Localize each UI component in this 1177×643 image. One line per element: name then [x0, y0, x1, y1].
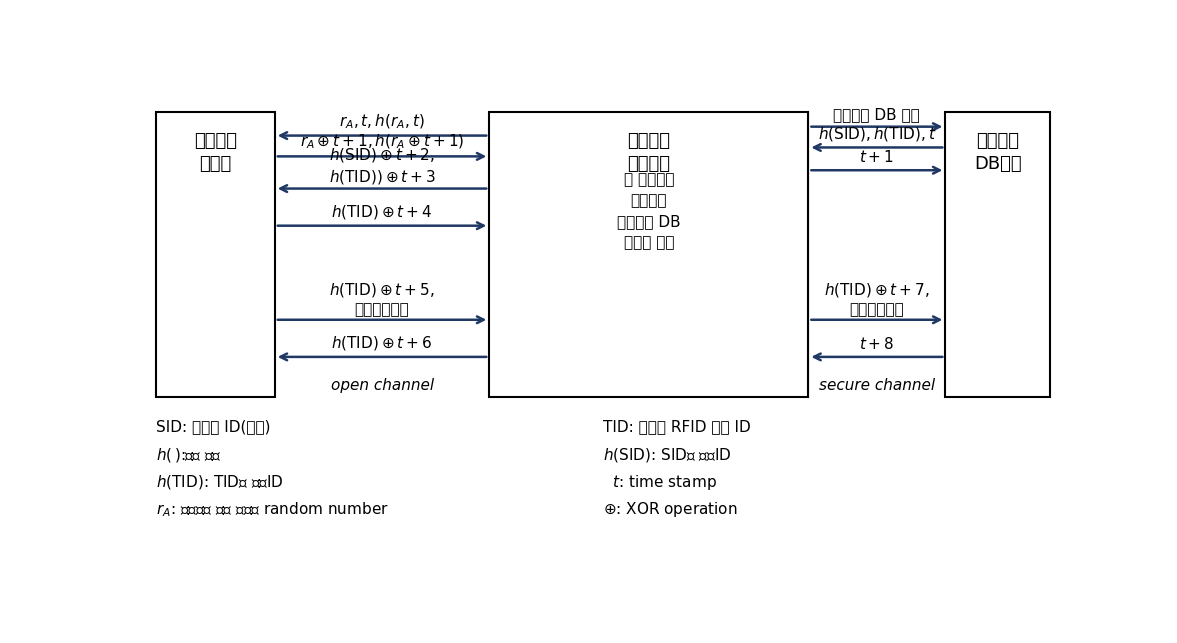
Bar	[157, 112, 275, 397]
Text: $h(\mathrm{TID})$: TID의 메타ID: $h(\mathrm{TID})$: TID의 메타ID	[157, 473, 284, 491]
Text: $h(\mathrm{TID})\oplus t+4$: $h(\mathrm{TID})\oplus t+4$	[332, 203, 433, 221]
Text: $r_A \oplus t+1, h(r_A \oplus t+1)$: $r_A \oplus t+1, h(r_A \oplus t+1)$	[300, 133, 464, 152]
Text: $h(\,)$:해쉬 함수: $h(\,)$:해쉬 함수	[157, 446, 222, 464]
Text: $t+8$: $t+8$	[859, 336, 895, 352]
Text: $r_A, t, h(r_A, t)$: $r_A, t, h(r_A, t)$	[339, 113, 425, 131]
Bar	[945, 112, 1050, 397]
Text: 전자출결
인증서버: 전자출결 인증서버	[627, 132, 671, 173]
Text: $h(\mathrm{TID})\oplus t+6$: $h(\mathrm{TID})\oplus t+6$	[332, 334, 433, 352]
Text: secure channel: secure channel	[819, 377, 935, 392]
Text: $h(\mathrm{SID})\oplus t+2,$
$h(\mathrm{TID}))\oplus t+3$: $h(\mathrm{SID})\oplus t+2,$ $h(\mathrm{…	[328, 146, 435, 186]
Text: 각 강의실의
단말기에
전자출결 DB
정보를 전송: 각 강의실의 단말기에 전자출결 DB 정보를 전송	[617, 172, 680, 250]
Text: 전자출결
DB서버: 전자출결 DB서버	[973, 132, 1022, 173]
Text: $h(\mathrm{TID})\oplus t+5,$
출석유무정보: $h(\mathrm{TID})\oplus t+5,$ 출석유무정보	[330, 281, 434, 317]
Text: TID: 학생의 RFID 태그 ID: TID: 학생의 RFID 태그 ID	[603, 419, 751, 434]
Text: 전자출결 DB 요청: 전자출결 DB 요청	[833, 107, 920, 122]
Text: $t$: time stamp: $t$: time stamp	[603, 473, 717, 493]
Text: $\oplus$: XOR operation: $\oplus$: XOR operation	[603, 500, 738, 520]
Text: $h(\mathrm{SID})$: SID의 메타ID: $h(\mathrm{SID})$: SID의 메타ID	[603, 446, 732, 464]
Text: open channel: open channel	[331, 377, 434, 392]
Bar	[490, 112, 809, 397]
Text: $h(\mathrm{SID}), h(\mathrm{TID}), t$: $h(\mathrm{SID}), h(\mathrm{TID}), t$	[818, 125, 936, 143]
Text: $h(\mathrm{TID})\oplus t+7,$
출석유무정보: $h(\mathrm{TID})\oplus t+7,$ 출석유무정보	[824, 281, 930, 317]
Text: 전자출결
단말기: 전자출결 단말기	[194, 132, 237, 173]
Text: SID: 학생의 ID(학번): SID: 학생의 ID(학번)	[157, 419, 271, 434]
Text: $r_A$: 전자출결 인증 서버의 random number: $r_A$: 전자출결 인증 서버의 random number	[157, 500, 388, 519]
Text: $t+1$: $t+1$	[859, 149, 895, 165]
